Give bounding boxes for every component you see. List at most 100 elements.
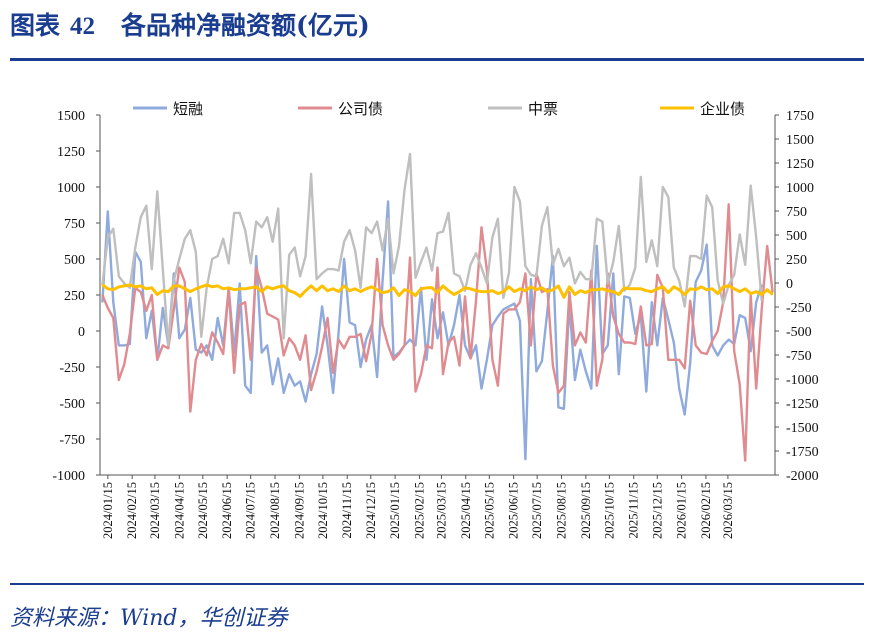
data-point [173,280,175,282]
data-point [535,289,538,291]
data-point [414,294,417,297]
x-tick-label: 2024/02/15 [125,482,139,539]
data-point [469,357,472,359]
data-point [327,317,329,319]
data-point [266,344,268,346]
data-point [178,258,180,260]
data-point [195,288,197,290]
data-point [343,285,345,287]
data-point [360,333,362,335]
data-point [480,291,483,293]
data-point [629,297,631,299]
x-tick-label: 2025/10/15 [602,482,616,539]
data-point [420,373,422,375]
right-y-tick-label: -2000 [786,469,819,484]
data-point [332,268,334,270]
left-y-tick-label: -750 [59,433,85,448]
data-point [123,285,125,287]
data-point [645,290,647,292]
data-point [464,290,466,292]
data-point [354,324,356,326]
data-point [568,291,571,293]
data-point [365,288,367,290]
data-point [579,290,581,292]
data-point [629,284,631,286]
data-point [579,349,581,351]
x-tick-label: 2025/11/15 [627,482,641,538]
data-point [629,341,631,344]
data-point [464,287,466,289]
data-point [502,291,504,293]
data-point [288,254,290,256]
data-point [667,318,669,321]
right-y-tick-label: -1500 [786,421,819,436]
title-text: 各品种净融资额(亿元) [121,11,370,40]
data-point [563,296,565,298]
data-point [173,308,175,310]
data-point [409,339,411,341]
data-point [766,245,768,247]
legend-label-1: 短融 [173,100,203,118]
data-point [618,373,620,375]
data-point [711,206,713,208]
data-point [195,251,197,253]
data-point [189,411,191,413]
data-point [151,268,153,270]
data-point [200,286,202,288]
data-point [750,350,752,352]
data-point [689,362,691,364]
data-point [387,344,389,346]
data-point [728,203,730,205]
data-point [414,277,417,279]
x-tick-label: 2024/09/15 [292,482,306,539]
source-note: 资料来源：Wind，华创证券 [10,606,288,631]
data-point [541,225,543,227]
data-point [409,291,411,293]
data-point [656,274,658,276]
data-point [513,186,516,188]
data-point [392,359,395,361]
data-point [739,291,741,293]
data-point [645,344,647,346]
data-point [349,321,351,323]
data-point [129,333,131,335]
data-point [447,212,450,214]
data-point [733,350,735,352]
data-point [365,339,367,341]
data-point [546,206,549,208]
data-point [338,291,340,293]
data-point [530,274,532,276]
data-point [145,288,147,290]
data-point [310,389,312,391]
data-point [316,278,318,280]
data-point [706,244,708,246]
data-point [761,308,763,310]
data-point [634,343,636,345]
data-point [409,257,411,259]
data-point [442,285,444,287]
data-point [129,343,131,345]
data-point [667,359,669,361]
data-point [486,291,488,293]
data-point [684,367,686,369]
data-point [436,292,439,294]
x-tick-label: 2025/09/15 [579,482,593,539]
data-point [612,316,614,318]
data-point [563,265,565,267]
data-point [299,275,301,277]
data-point [623,295,625,297]
x-tick-label: 2024/10/15 [316,482,330,539]
data-point [338,331,340,333]
data-point [382,292,384,294]
data-point [541,287,543,289]
data-point [354,288,356,290]
right-y-tick-label: 1750 [786,109,814,124]
data-point [162,290,164,292]
data-point [283,337,285,339]
data-point [717,293,719,295]
data-point [645,261,647,263]
data-point [261,352,263,354]
data-point [173,285,175,287]
data-point [651,239,653,241]
data-point [305,334,307,336]
